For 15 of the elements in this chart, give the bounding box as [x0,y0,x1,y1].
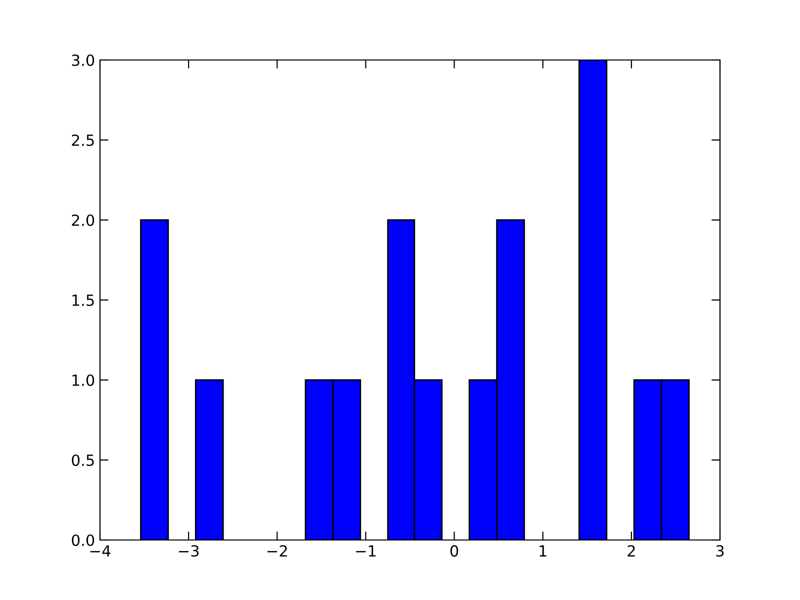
y-tick-label: 3.0 [72,54,94,66]
x-tick-label: −2 [268,545,287,556]
y-tick-label: 2.0 [72,214,94,226]
y-tick-label: 0.5 [72,454,94,466]
x-tick-label: 1 [540,545,546,556]
x-tick-label: −3 [178,545,199,557]
y-tick-label: 1.0 [72,374,94,386]
y-tick-label: 2.5 [72,134,94,146]
x-tick-label: −1 [356,545,376,556]
x-tick-label: 3 [716,545,724,557]
x-tick-label: 2 [628,545,635,556]
y-tick-label: 1.5 [72,294,94,306]
x-tick-label: −4 [90,545,110,556]
x-tick-label: 0 [450,545,458,557]
y-tick-label: 0.0 [72,534,94,546]
